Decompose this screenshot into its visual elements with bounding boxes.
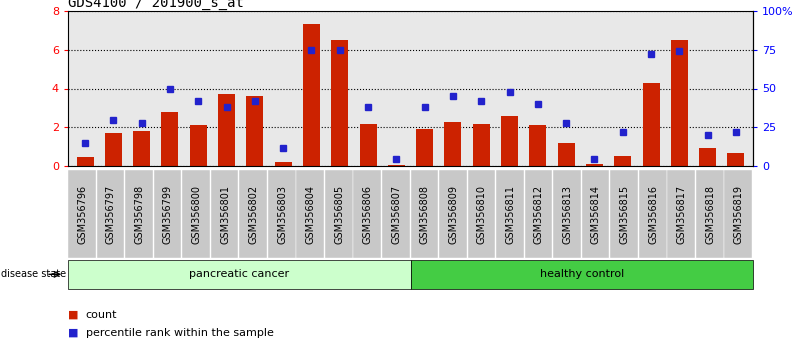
Text: disease state: disease state [1,269,66,279]
Text: GSM356806: GSM356806 [363,185,372,244]
Bar [473,124,489,166]
Text: GSM356803: GSM356803 [277,185,287,244]
Text: GSM356805: GSM356805 [334,184,344,244]
Bar [332,40,348,166]
Text: GSM356813: GSM356813 [562,185,573,244]
Text: GSM356818: GSM356818 [705,185,715,244]
Bar [77,156,94,166]
Text: GSM356810: GSM356810 [477,185,487,244]
Bar [671,40,688,166]
Bar [247,96,264,166]
Text: GSM356798: GSM356798 [135,184,144,244]
Bar [557,143,574,166]
Bar [303,24,320,166]
Bar [445,122,461,166]
Text: healthy control: healthy control [540,269,624,279]
Text: count: count [86,310,117,320]
Bar [586,164,603,166]
Text: GSM356800: GSM356800 [191,185,202,244]
Bar [190,126,207,166]
Text: GSM356807: GSM356807 [391,184,401,244]
Bar [699,148,716,166]
Bar [417,130,433,166]
Bar [614,156,631,166]
Bar [727,153,744,166]
Text: GSM356811: GSM356811 [505,185,515,244]
Bar [162,112,179,166]
Text: GSM356814: GSM356814 [591,185,601,244]
Text: GSM356808: GSM356808 [420,185,430,244]
Bar [105,133,122,166]
Text: GSM356812: GSM356812 [534,184,544,244]
Text: GSM356799: GSM356799 [163,184,173,244]
Text: GSM356802: GSM356802 [248,184,259,244]
Text: GSM356809: GSM356809 [449,185,458,244]
Bar [388,165,405,166]
Bar [275,162,292,166]
Text: ■: ■ [68,328,78,338]
Bar [133,131,150,166]
Text: GDS4100 / 201900_s_at: GDS4100 / 201900_s_at [68,0,244,10]
Text: percentile rank within the sample: percentile rank within the sample [86,328,274,338]
Text: GSM356801: GSM356801 [220,185,230,244]
Text: GSM356816: GSM356816 [648,185,658,244]
Text: GSM356797: GSM356797 [106,184,116,244]
Bar [642,82,659,166]
Bar [529,126,546,166]
Text: ■: ■ [68,310,78,320]
Text: pancreatic cancer: pancreatic cancer [189,269,289,279]
Text: GSM356815: GSM356815 [619,184,630,244]
Text: GSM356819: GSM356819 [734,185,743,244]
Bar [218,95,235,166]
Text: GSM356804: GSM356804 [306,185,316,244]
Bar [501,116,518,166]
Text: GSM356796: GSM356796 [78,184,87,244]
Text: GSM356817: GSM356817 [677,184,686,244]
Bar [360,124,376,166]
